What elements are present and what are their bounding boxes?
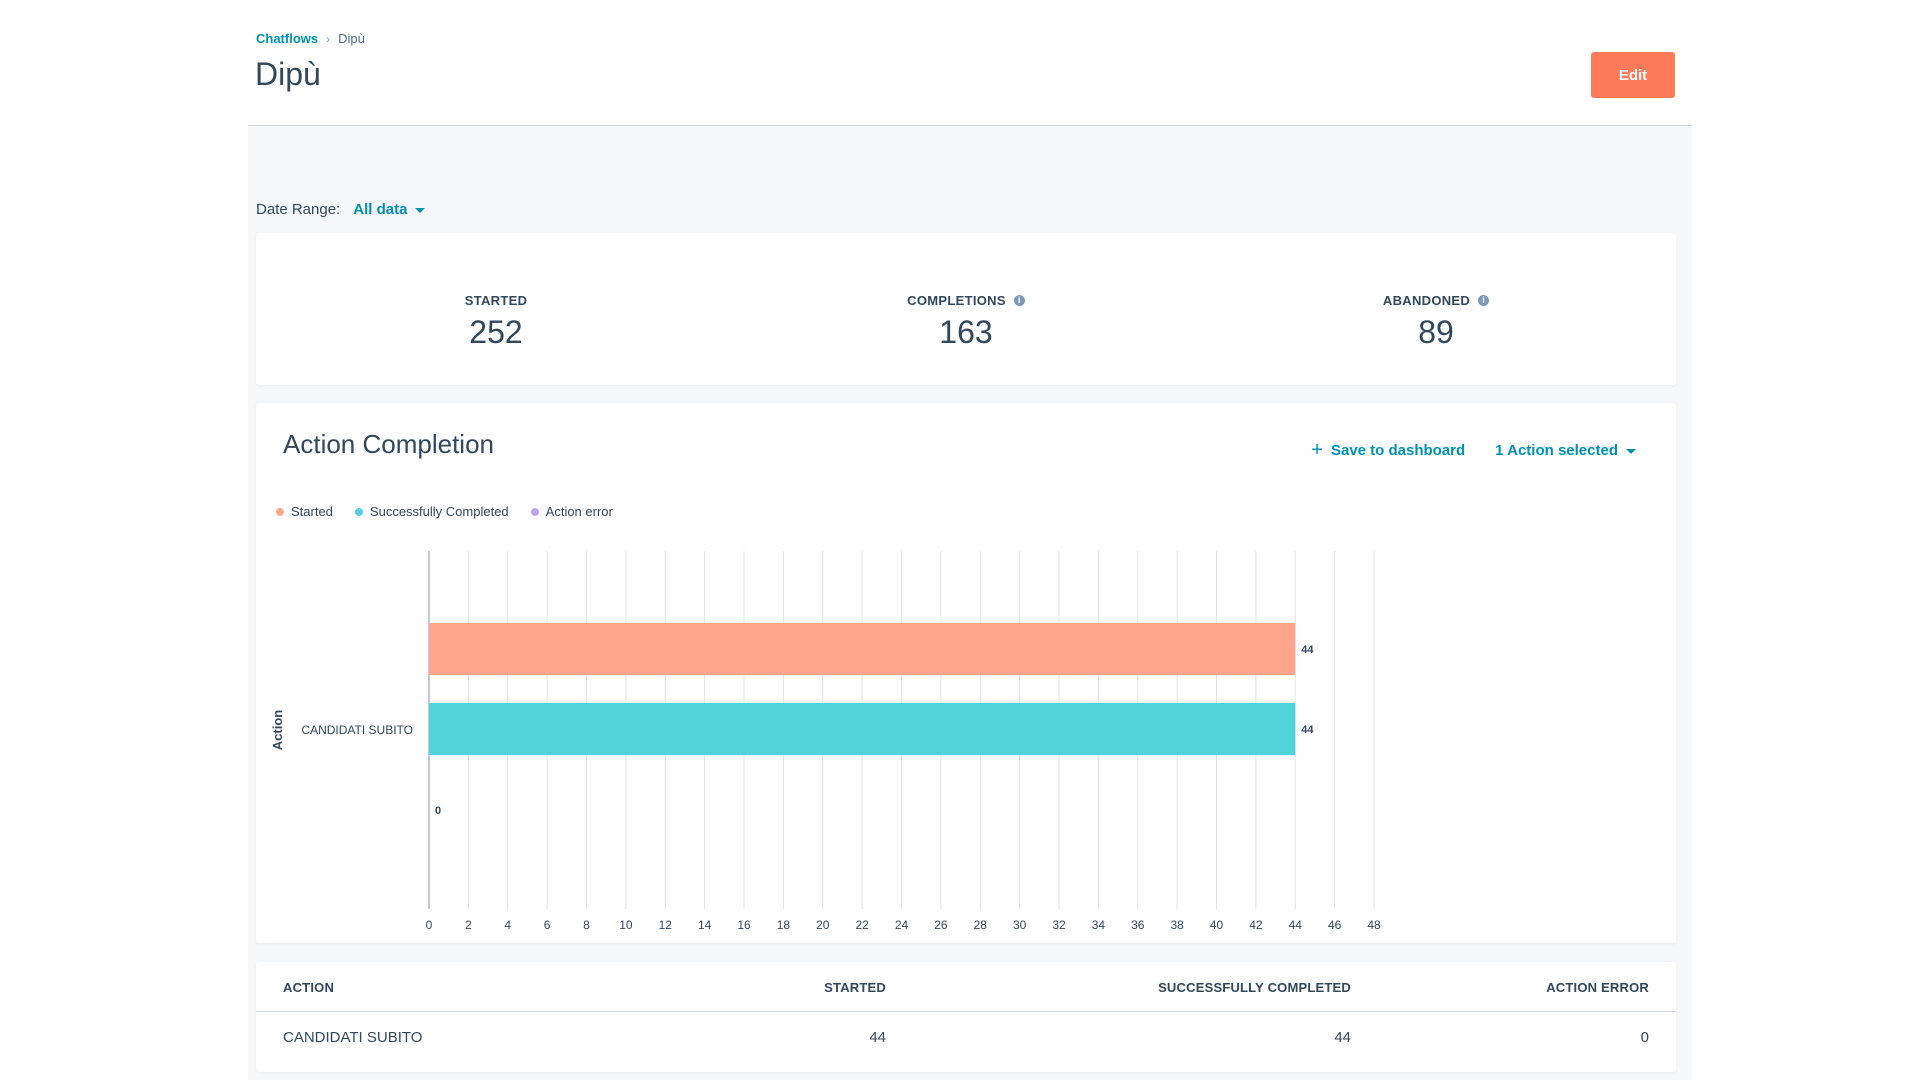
table-row: CANDIDATI SUBITO 44 44 0 bbox=[256, 1013, 1676, 1063]
x-tick-label: 12 bbox=[659, 918, 673, 932]
x-tick-label: 16 bbox=[737, 918, 751, 932]
x-tick-label: 6 bbox=[544, 918, 551, 932]
action-completion-card: Action Completion + Save to dashboard 1 … bbox=[256, 403, 1676, 943]
content-area: Date Range: All data STARTED 252 COMPLET… bbox=[248, 127, 1692, 1080]
stat-completions-value: 163 bbox=[816, 314, 1116, 351]
cell-started: 44 bbox=[869, 1029, 886, 1046]
x-tick-label: 40 bbox=[1210, 918, 1224, 932]
stats-card: STARTED 252 COMPLETIONS i 163 ABANDONED … bbox=[256, 233, 1676, 385]
edit-button[interactable]: Edit bbox=[1591, 52, 1675, 98]
x-tick-label: 8 bbox=[583, 918, 590, 932]
bar-chart: 0 2 4 6 8 10 12 14 16 18 20 22 24 26 28 30 32 34 36 38 40 42 4… bbox=[256, 403, 1676, 943]
x-tick-label: 24 bbox=[895, 918, 909, 932]
header-successfully-completed[interactable]: SUCCESSFULLY COMPLETED bbox=[1158, 980, 1351, 995]
header-action[interactable]: ACTION bbox=[283, 980, 334, 995]
x-tick-label: 0 bbox=[426, 918, 433, 932]
y-axis-label: Action bbox=[270, 710, 285, 751]
breadcrumb-chatflows-link[interactable]: Chatflows bbox=[256, 31, 318, 46]
page-title: Dipù bbox=[255, 56, 321, 93]
x-tick-label: 14 bbox=[698, 918, 712, 932]
date-range-filter: Date Range: All data bbox=[256, 201, 425, 218]
bar-successfully-completed bbox=[429, 703, 1295, 755]
data-label-started: 44 bbox=[1301, 644, 1314, 656]
x-tick-label: 2 bbox=[465, 918, 472, 932]
header-action-error[interactable]: ACTION ERROR bbox=[1546, 980, 1649, 995]
date-range-dropdown[interactable]: All data bbox=[353, 201, 425, 218]
action-table: ACTION STARTED SUCCESSFULLY COMPLETED AC… bbox=[256, 962, 1676, 1072]
x-tick-label: 48 bbox=[1367, 918, 1381, 932]
info-icon[interactable]: i bbox=[1478, 295, 1489, 306]
breadcrumb: Chatflows › Dipù bbox=[256, 31, 365, 46]
x-tick-label: 36 bbox=[1131, 918, 1145, 932]
data-label-action-error: 0 bbox=[435, 805, 441, 817]
data-label-successfully-completed: 44 bbox=[1301, 724, 1314, 736]
date-range-value: All data bbox=[353, 201, 407, 218]
page-header: Chatflows › Dipù Dipù Edit bbox=[248, 0, 1692, 126]
y-category-label: CANDIDATI SUBITO bbox=[301, 723, 413, 737]
stat-started-value: 252 bbox=[346, 314, 646, 351]
x-tick-label: 34 bbox=[1092, 918, 1106, 932]
x-tick-label: 4 bbox=[504, 918, 511, 932]
x-tick-label: 22 bbox=[855, 918, 869, 932]
x-tick-label: 44 bbox=[1289, 918, 1303, 932]
stat-completions: COMPLETIONS i 163 bbox=[816, 293, 1116, 351]
x-tick-label: 30 bbox=[1013, 918, 1027, 932]
chevron-right-icon: › bbox=[326, 32, 330, 46]
x-tick-label: 42 bbox=[1249, 918, 1263, 932]
caret-down-icon bbox=[415, 208, 425, 213]
bar-started bbox=[429, 623, 1295, 675]
date-range-label: Date Range: bbox=[256, 201, 340, 218]
cell-action: CANDIDATI SUBITO bbox=[283, 1029, 422, 1046]
stat-started: STARTED 252 bbox=[346, 293, 646, 351]
header-started[interactable]: STARTED bbox=[824, 980, 886, 995]
x-tick-label: 38 bbox=[1170, 918, 1184, 932]
breadcrumb-current: Dipù bbox=[338, 31, 365, 46]
stat-started-label: STARTED bbox=[465, 293, 528, 308]
x-tick-label: 28 bbox=[974, 918, 988, 932]
x-tick-label: 10 bbox=[619, 918, 633, 932]
cell-action-error: 0 bbox=[1641, 1029, 1649, 1046]
x-tick-label: 20 bbox=[816, 918, 830, 932]
x-tick-label: 46 bbox=[1328, 918, 1342, 932]
x-tick-label: 18 bbox=[777, 918, 791, 932]
cell-successfully-completed: 44 bbox=[1334, 1029, 1351, 1046]
stat-abandoned-label: ABANDONED bbox=[1383, 293, 1470, 308]
stat-completions-label: COMPLETIONS bbox=[907, 293, 1006, 308]
stat-abandoned-value: 89 bbox=[1286, 314, 1586, 351]
x-tick-label: 32 bbox=[1052, 918, 1066, 932]
x-tick-label: 26 bbox=[934, 918, 948, 932]
info-icon[interactable]: i bbox=[1014, 295, 1025, 306]
table-header: ACTION STARTED SUCCESSFULLY COMPLETED AC… bbox=[256, 962, 1676, 1012]
stat-abandoned: ABANDONED i 89 bbox=[1286, 293, 1586, 351]
